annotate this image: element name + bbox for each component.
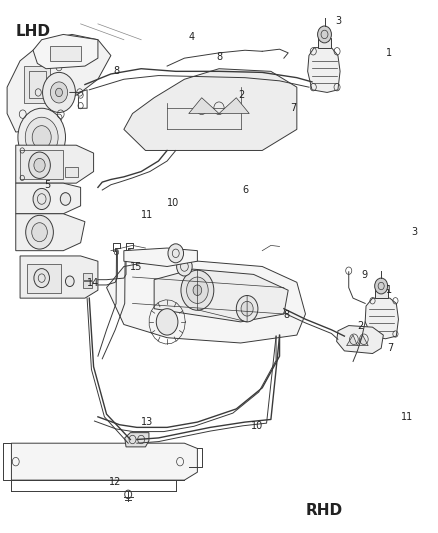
Polygon shape [219, 98, 249, 114]
Text: LHD: LHD [16, 25, 51, 39]
Bar [25, 66, 50, 103]
Polygon shape [125, 433, 149, 447]
Text: 13: 13 [141, 417, 153, 427]
Bar [66, 167, 78, 177]
Text: 10: 10 [167, 198, 179, 208]
Text: 2: 2 [238, 90, 245, 100]
Text: 11: 11 [401, 412, 413, 422]
Ellipse shape [66, 454, 96, 470]
Text: 9: 9 [362, 270, 368, 280]
Circle shape [56, 88, 63, 96]
Bar [318, 38, 332, 47]
Circle shape [25, 117, 58, 157]
Circle shape [187, 277, 208, 303]
Circle shape [42, 72, 75, 112]
Polygon shape [124, 248, 198, 266]
Text: 8: 8 [113, 66, 119, 76]
Circle shape [33, 189, 50, 209]
Polygon shape [16, 145, 94, 183]
Circle shape [34, 158, 45, 172]
Polygon shape [357, 335, 368, 345]
Text: RHD: RHD [305, 503, 343, 518]
Polygon shape [16, 183, 81, 214]
Circle shape [318, 26, 332, 43]
Circle shape [34, 269, 49, 288]
Circle shape [26, 215, 53, 249]
Bar [374, 289, 388, 298]
Polygon shape [124, 69, 297, 150]
Text: 5: 5 [44, 180, 50, 190]
Circle shape [29, 152, 50, 179]
Text: 6: 6 [243, 185, 249, 195]
Circle shape [66, 276, 74, 287]
Polygon shape [189, 98, 219, 114]
Polygon shape [106, 259, 305, 343]
Text: 10: 10 [251, 421, 264, 431]
Text: 8: 8 [217, 52, 223, 62]
Bar [83, 273, 92, 280]
Bar [83, 281, 92, 288]
Ellipse shape [117, 454, 148, 470]
Polygon shape [337, 326, 383, 353]
Circle shape [18, 108, 66, 166]
Circle shape [374, 278, 388, 294]
Circle shape [32, 223, 47, 241]
Circle shape [50, 82, 67, 103]
Circle shape [236, 295, 258, 322]
Text: 15: 15 [131, 262, 143, 271]
Polygon shape [365, 298, 399, 339]
Polygon shape [7, 35, 111, 132]
Bar [29, 71, 46, 98]
Text: 7: 7 [388, 343, 394, 353]
Circle shape [193, 285, 202, 295]
Text: 12: 12 [109, 477, 121, 487]
Polygon shape [33, 35, 98, 69]
Text: 4: 4 [189, 32, 195, 42]
Polygon shape [20, 256, 98, 298]
Bar [27, 264, 61, 293]
Text: 3: 3 [411, 227, 417, 237]
Circle shape [156, 309, 178, 335]
Circle shape [60, 192, 71, 205]
Circle shape [181, 270, 214, 310]
Text: 3: 3 [336, 16, 342, 26]
Text: 8: 8 [284, 310, 290, 320]
Text: 7: 7 [290, 103, 297, 114]
Polygon shape [11, 443, 198, 480]
Ellipse shape [14, 454, 44, 470]
Text: 1: 1 [385, 285, 392, 295]
Text: 2: 2 [357, 320, 364, 330]
Circle shape [32, 126, 51, 149]
Circle shape [168, 244, 184, 263]
Circle shape [177, 257, 192, 276]
Text: 11: 11 [141, 211, 153, 220]
Polygon shape [346, 335, 357, 345]
Polygon shape [16, 214, 85, 251]
Polygon shape [154, 269, 288, 322]
Bar [50, 46, 81, 61]
Polygon shape [307, 47, 340, 92]
Bar [20, 150, 64, 180]
Text: 14: 14 [87, 278, 99, 288]
Text: 1: 1 [385, 48, 392, 58]
Circle shape [241, 301, 253, 316]
